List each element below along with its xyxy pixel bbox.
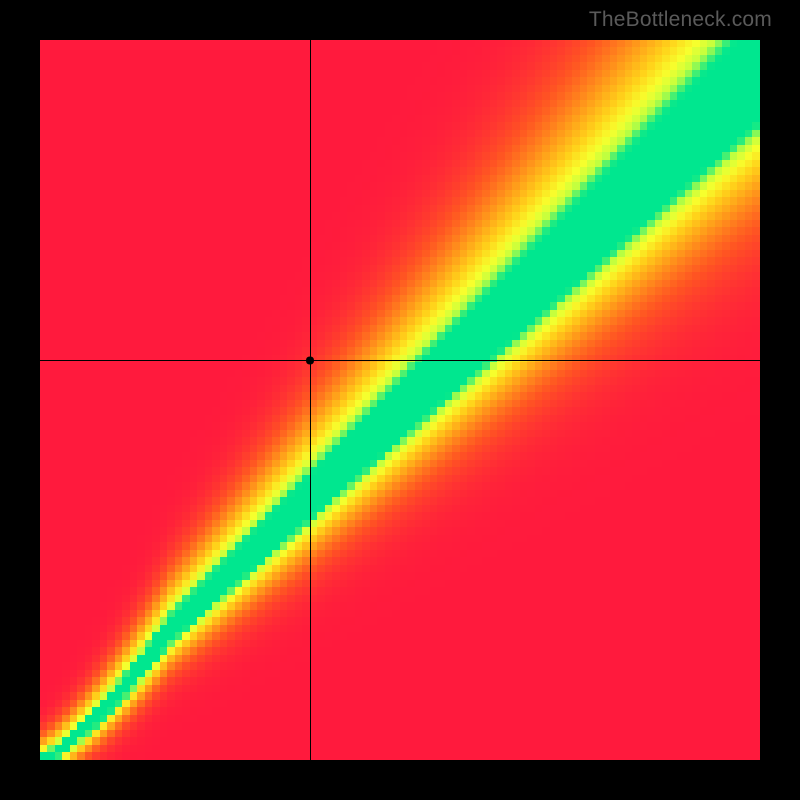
heatmap-canvas: [40, 40, 760, 760]
figure-container: TheBottleneck.com: [0, 0, 800, 800]
watermark-text: TheBottleneck.com: [589, 8, 772, 32]
heatmap-plot: [40, 40, 760, 760]
